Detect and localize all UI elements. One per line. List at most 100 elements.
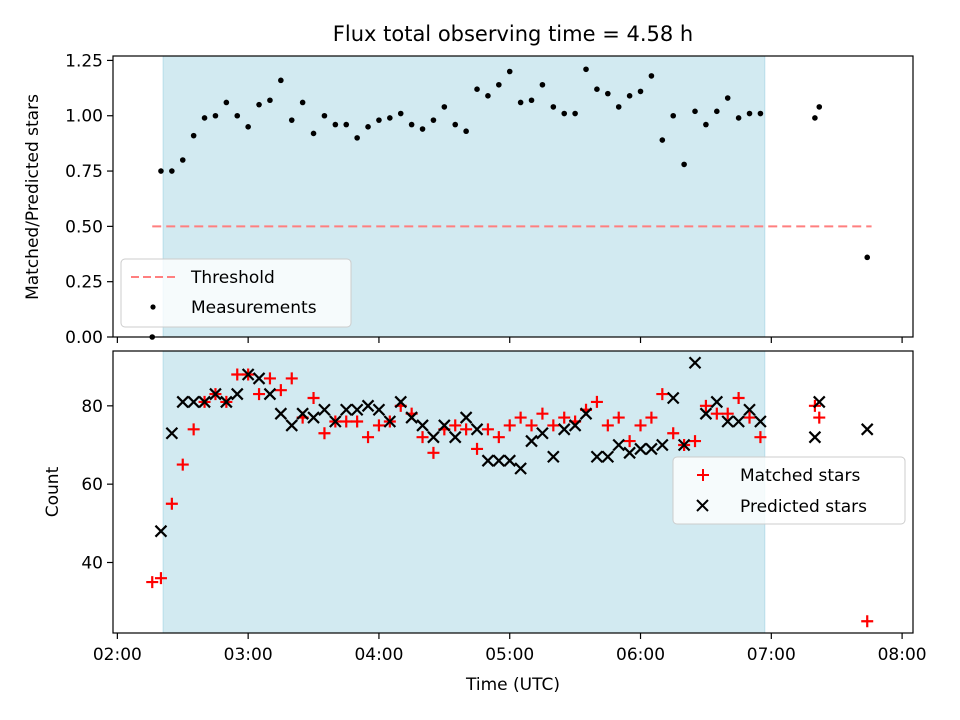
matched-star-point [558,411,571,424]
predicted-star-point [557,423,571,436]
predicted-star-point [536,426,549,440]
predicted-star-point [579,407,593,420]
matched-star-point [861,615,874,628]
top-legend: Threshold Measurements [120,258,352,328]
legend-measurements-label: Measurements [191,298,317,318]
measurement-point [201,115,208,121]
predicted-star-point [252,372,266,385]
matched-star-point [362,431,375,444]
bottom-panel: 40 60 80 02:00 03:00 04:00 05:00 06:00 07:00 08:… [43,350,927,695]
measurement-point [267,97,273,104]
measurement-point [735,115,742,121]
measurement-point [539,81,546,88]
matched-star-point [253,388,266,401]
measurement-point [397,110,404,117]
matched-star-point [372,419,385,432]
matched-star-point [699,399,712,412]
bottom-legend-box [672,456,906,525]
measurement-point [441,104,448,110]
measurement-point [496,81,502,88]
measurement-point [419,126,426,132]
matched-star-point [514,411,527,424]
predicted-star-point [666,391,680,405]
matched-star-point [743,411,756,424]
matched-star-point [318,427,331,440]
predicted-star-point [372,403,386,417]
predicted-star-point [220,395,233,409]
predicted-star-point [285,419,299,432]
predicted-star-point [754,415,767,428]
measurement-point [474,86,480,92]
measurement-point [408,121,415,128]
predicted-star-point [612,438,625,452]
predicted-star-point [677,438,691,452]
predicted-star-point [307,411,320,424]
predicted-star-point [318,403,331,417]
measurement-point [387,115,393,121]
measurement-point [158,168,164,174]
chart-title: Flux total observing time = 4.58 h [333,22,693,46]
predicted-star-point [743,403,756,417]
measurement-point [816,104,823,110]
measurement-point [343,121,350,128]
matched-star-point [263,372,276,385]
matched-star-point [590,395,603,408]
predicted-star-point [241,368,255,381]
predicted-star-point [176,395,190,409]
predicted-star-point [481,454,495,467]
matched-star-point [754,431,767,444]
predicted-star-point [645,442,658,456]
measurement-point [430,117,437,123]
matched-star-point [656,388,669,401]
measurement-point [365,124,371,130]
measurement-point [714,108,720,115]
matched-star-point [481,423,494,436]
bottom-y-axis-label: Count [43,466,63,517]
matched-star-point [187,423,200,436]
measurement-point [528,97,535,104]
measurement-point [223,99,230,106]
matched-star-point [732,392,745,404]
predicted-star-point [329,415,342,428]
predicted-star-point [361,399,375,413]
measurement-point [746,110,753,117]
measurement-point [724,95,731,101]
measurement-point [234,112,241,119]
matched-star-point [146,576,159,589]
predicted-star-point [230,387,244,401]
x-tick-label: 02:00 [93,645,142,665]
predicted-star-point [154,524,168,538]
measurement-point [506,68,513,75]
top-y-tick-label: 1.00 [65,107,103,127]
x-tick-label: 08:00 [878,645,927,665]
bottom-y-tick-label: 80 [81,397,103,417]
x-tick-label: 05:00 [485,645,534,665]
matched-star-point [176,458,189,471]
matched-star-point [667,427,680,440]
measurement-point [561,110,568,117]
predicted-star-point [438,419,451,432]
legend-predicted-label: Predicted stars [740,497,867,517]
legend-measurements-swatch [150,304,156,310]
measurement-point [288,117,295,123]
measurement-point [572,110,578,117]
measurement-point [299,99,306,106]
measurement-point [703,121,709,128]
matched-star-point [525,419,538,432]
x-tick-label: 06:00 [616,645,665,665]
measurement-point [278,77,284,84]
observing-window-shade [162,350,766,634]
predicted-star-point [710,395,724,409]
predicted-star-point [263,387,277,401]
predicted-star-point [732,415,745,428]
measurement-point [605,90,611,97]
matched-star-point [449,419,462,432]
matched-star-point [460,423,473,436]
top-legend-box [120,258,352,328]
measurement-point [648,73,655,79]
bottom-y-tick-label: 40 [81,554,103,574]
measurement-point [463,128,469,135]
matched-star-point [710,407,723,420]
matched-star-point [612,411,625,424]
